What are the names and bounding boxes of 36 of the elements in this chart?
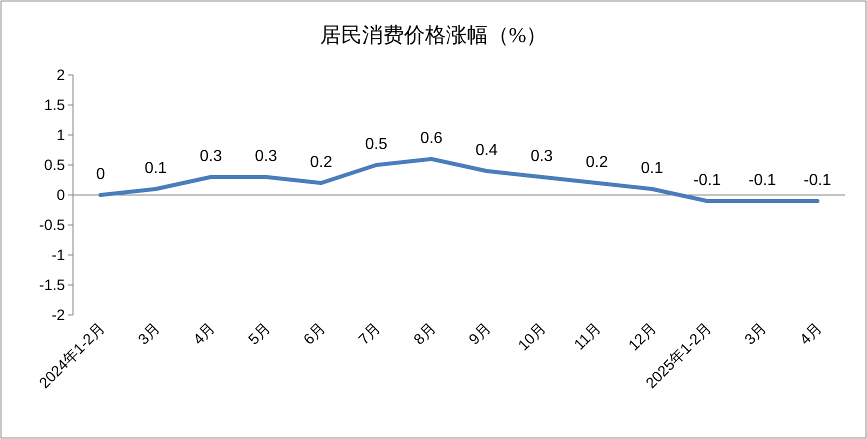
x-tick-label: 4月: [796, 320, 826, 348]
y-tick-label: -0.5: [39, 217, 65, 234]
y-tick-label: -1.5: [39, 277, 65, 294]
y-tick-label: 0.5: [44, 157, 65, 174]
x-tick-label: 11月: [571, 320, 605, 354]
x-tick-label: 3月: [742, 320, 770, 348]
data-label: 0.3: [200, 148, 222, 165]
x-tick-label: 9月: [466, 320, 494, 348]
data-label: 0.6: [420, 130, 443, 147]
data-label: -0.1: [748, 172, 776, 189]
data-label: 0: [96, 166, 106, 183]
x-tick-label: 12月: [625, 320, 660, 354]
data-label: 0.2: [586, 154, 608, 171]
x-tick-label: 10月: [515, 320, 550, 354]
x-tick-label: 3月: [135, 320, 164, 348]
data-label: 0.1: [144, 160, 167, 177]
data-label: 0.1: [640, 160, 664, 177]
data-label: 0.3: [530, 148, 553, 165]
data-label: 0.3: [254, 148, 278, 165]
y-tick-label: -1: [52, 247, 65, 264]
data-label: 0.4: [475, 142, 498, 159]
x-tick-label: 5月: [245, 320, 274, 348]
y-tick-label: -2: [52, 307, 65, 324]
x-tick-label: 7月: [356, 320, 384, 348]
x-tick-label: 8月: [410, 320, 440, 348]
data-label: -0.1: [693, 172, 722, 189]
y-tick-label: 0: [56, 187, 65, 204]
chart-title: 居民消费价格涨幅（%）: [320, 23, 548, 47]
x-tick-label: 4月: [190, 320, 219, 348]
x-tick-label: 6月: [300, 320, 329, 348]
y-tick-label: 1.5: [44, 97, 65, 114]
y-tick-label: 1: [56, 127, 65, 144]
data-label: -0.1: [804, 172, 832, 189]
data-label: 0.2: [310, 154, 332, 171]
data-label: 0.5: [365, 136, 388, 153]
y-tick-label: 2: [56, 67, 65, 84]
